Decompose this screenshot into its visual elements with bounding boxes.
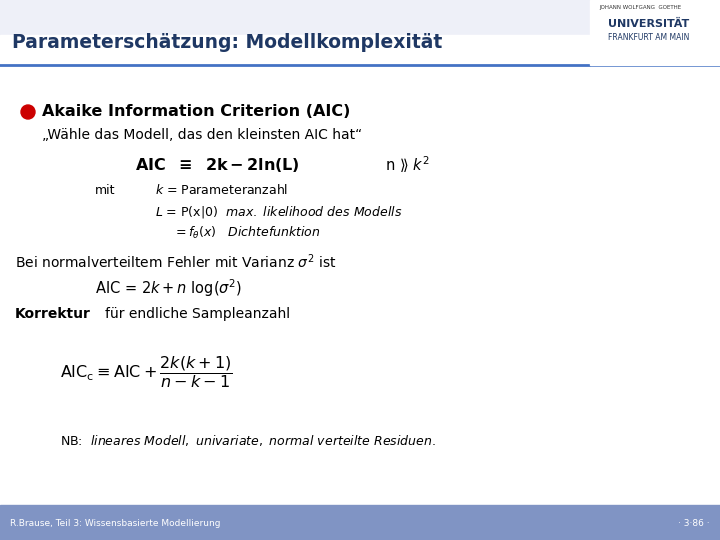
Circle shape xyxy=(21,105,35,119)
Text: NB:  $\mathit{lineares\ Modell,\ univariate,\ normal\ verteilte\ Residuen.}$: NB: $\mathit{lineares\ Modell,\ univaria… xyxy=(60,433,436,448)
Text: Akaike Information Criterion (AIC): Akaike Information Criterion (AIC) xyxy=(42,105,351,119)
Text: AIC = $2k + n\ \log(\sigma^2)$: AIC = $2k + n\ \log(\sigma^2)$ xyxy=(95,277,242,299)
Text: „Wähle das Modell, das den kleinsten AIC hat“: „Wähle das Modell, das den kleinsten AIC… xyxy=(42,128,362,142)
Text: · 3·86 ·: · 3·86 · xyxy=(678,518,710,528)
Text: $\mathrm{AIC_c} \equiv \mathrm{AIC} + \dfrac{2k(k+1)}{n-k-1}$: $\mathrm{AIC_c} \equiv \mathrm{AIC} + \d… xyxy=(60,354,233,390)
Text: JOHANN WOLFGANG  GOETHE: JOHANN WOLFGANG GOETHE xyxy=(599,5,681,10)
Text: $k$ = Parameteranzahl: $k$ = Parameteranzahl xyxy=(155,183,288,197)
Text: UNIVERSITÄT: UNIVERSITÄT xyxy=(608,19,689,29)
Text: für endliche Sampleanzahl: für endliche Sampleanzahl xyxy=(105,307,290,321)
Text: $\mathrm{n}\ \rangle\!\rangle\ k^2$: $\mathrm{n}\ \rangle\!\rangle\ k^2$ xyxy=(385,154,430,176)
Text: Korrektur: Korrektur xyxy=(15,307,91,321)
Bar xyxy=(590,0,720,65)
Text: Parameterschätzung: Modellkomplexität: Parameterschätzung: Modellkomplexität xyxy=(12,33,442,52)
Text: $= f_\theta(x)$   $\mathit{Dichtefunktion}$: $= f_\theta(x)$ $\mathit{Dichtefunktion}… xyxy=(173,225,320,241)
Text: FRANKFURT AM MAIN: FRANKFURT AM MAIN xyxy=(608,32,689,42)
Text: mit: mit xyxy=(95,184,115,197)
Text: $L$ = P(x$|$0)  $\mathit{max.\ likelihood\ des\ Modells}$: $L$ = P(x$|$0) $\mathit{max.\ likelihood… xyxy=(155,204,402,220)
Text: $\mathbf{AIC}$  $\mathbf{\equiv}$  $\mathbf{2k - 2ln(L)}$: $\mathbf{AIC}$ $\mathbf{\equiv}$ $\mathb… xyxy=(135,156,300,174)
Text: R.Brause, Teil 3: Wissensbasierte Modellierung: R.Brause, Teil 3: Wissensbasierte Modell… xyxy=(10,518,220,528)
Bar xyxy=(0,35,720,505)
Bar xyxy=(0,505,720,540)
Text: Bei normalverteiltem Fehler mit Varianz $\sigma^2$ ist: Bei normalverteiltem Fehler mit Varianz … xyxy=(15,253,336,271)
